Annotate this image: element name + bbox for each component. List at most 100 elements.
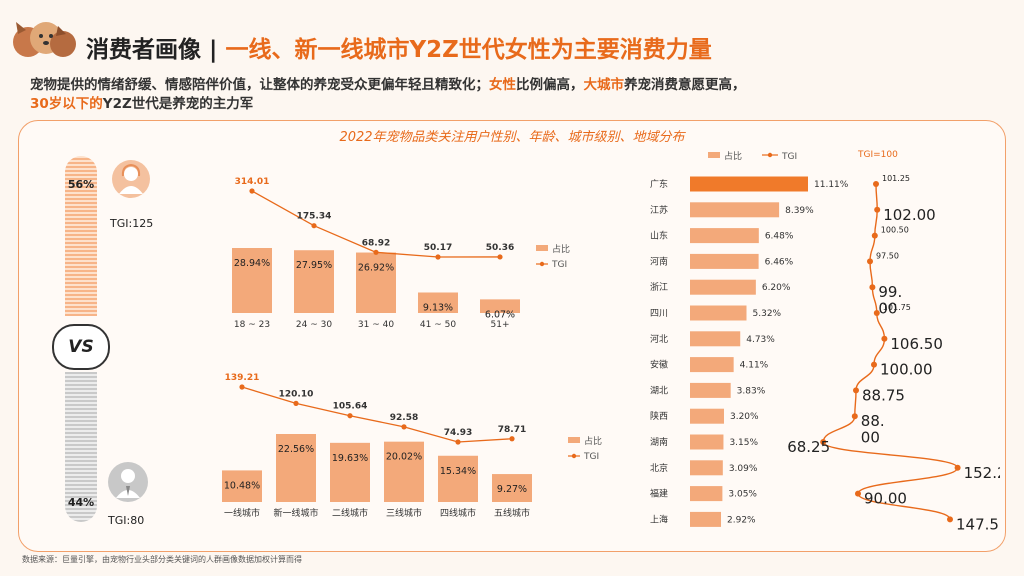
male-tgi: TGI:80	[108, 514, 145, 527]
region-chart: 占比 TGI TGI=100 广东 11.11% 江苏 8.39% 山东 6.48% 河南 6.46…	[650, 150, 1000, 530]
legend-marker-tgi	[767, 152, 773, 158]
male-icon	[108, 462, 148, 502]
tgi-point	[239, 384, 245, 390]
bar	[690, 176, 808, 192]
female-share-bar	[65, 156, 97, 316]
bar-value-label: 6.46%	[765, 257, 794, 267]
female-percentage: 56%	[67, 178, 95, 191]
bar-value-label: 3.83%	[737, 386, 766, 396]
title-accent: 一线、新一线城市Y2Z世代女性为主要消费力量	[225, 37, 712, 63]
bar-value-label: 5.32%	[753, 309, 782, 319]
region-label: 湖南	[650, 436, 668, 448]
legend-swatch-share	[536, 245, 548, 251]
bar	[222, 470, 262, 502]
bar-value-label: 9.13%	[423, 302, 453, 313]
bar	[690, 331, 741, 347]
category-label: 18 ~ 23	[234, 320, 270, 330]
tgi-point	[853, 387, 859, 394]
tgi-point	[435, 254, 441, 260]
reference-label: TGI=100	[857, 150, 898, 160]
bar	[276, 434, 316, 502]
bar	[418, 292, 458, 313]
footer-source: 数据来源：巨量引擎，由宠物行业头部分类关键词的人群画像数据加权计算而得	[22, 555, 302, 564]
category-label: 31 ~ 40	[358, 320, 394, 330]
title-prefix: 消费者画像 |	[86, 37, 218, 63]
legend-marker-tgi	[571, 453, 577, 459]
bar-value-label: 3.15%	[729, 438, 758, 448]
tgi-value-label: 78.71	[498, 425, 526, 435]
tgi-value-label: 68.92	[362, 238, 390, 248]
city-tier-chart: 10.48% 一线城市 22.56% 新一线城市 19.63% 二线城市 20.02% 三线城…	[222, 373, 602, 519]
tgi-point	[293, 400, 299, 406]
region-label: 陕西	[650, 410, 668, 422]
tgi-point	[954, 464, 961, 471]
tgi-point	[373, 249, 379, 255]
legend-label-tgi: TGI	[781, 152, 797, 162]
bar	[480, 299, 520, 313]
bar	[384, 441, 424, 502]
bar-value-label: 26.92%	[358, 263, 394, 274]
category-label: 41 ~ 50	[420, 320, 456, 330]
legend-label-share: 占比	[584, 435, 602, 447]
tgi-value-label: 50.36	[486, 243, 514, 253]
bar	[690, 486, 723, 502]
tgi-point	[873, 310, 880, 316]
tgi-value-label: 88.75	[862, 386, 905, 404]
bar-value-label: 11.11%	[814, 180, 849, 190]
tgi-value-label: 139.21	[225, 373, 260, 383]
female-icon	[112, 160, 150, 198]
age-chart: 28.94% 18 ~ 23 27.95% 24 ~ 30 26.92% 31 ~ 40 9…	[232, 177, 570, 330]
tgi-value-label: 101.25	[882, 174, 910, 183]
tgi-value-label: 88. 00	[861, 412, 885, 447]
category-label: 四线城市	[440, 507, 476, 519]
subtitle-part: 养宠消费意愿更高，	[624, 77, 746, 93]
tgi-point	[947, 516, 953, 523]
bar-value-label: 27.95%	[296, 260, 332, 271]
tgi-value-label: 102.00	[883, 206, 936, 224]
tgi-value-label: 106.50	[890, 335, 943, 353]
region-label: 山东	[650, 230, 668, 242]
tgi-value-label: 120.10	[279, 389, 314, 399]
tgi-point	[871, 361, 877, 368]
subtitle-part: 比例偏高，	[516, 77, 584, 93]
bar-value-label: 22.56%	[278, 444, 314, 455]
bar-value-label: 4.11%	[740, 361, 769, 371]
bar	[690, 228, 759, 244]
tgi-point	[311, 223, 317, 229]
tgi-point	[401, 424, 407, 430]
legend-label-share: 占比	[552, 243, 570, 255]
vs-badge: VS	[52, 324, 110, 370]
tgi-point	[497, 254, 503, 260]
bar-value-label: 6.48%	[765, 232, 794, 242]
bar-value-label: 15.34%	[440, 466, 476, 477]
legend-swatch-share	[708, 152, 720, 158]
tgi-value-label: 147.50	[956, 515, 1000, 530]
tgi-value-label: 99. 00	[878, 283, 902, 318]
legend-swatch-share	[568, 437, 580, 443]
region-label: 北京	[650, 462, 668, 474]
chart-title: 2022年宠物品类关注用户性别、年龄、城市级别、地域分布	[339, 130, 685, 145]
tgi-value-label: 314.01	[235, 177, 270, 187]
bar-value-label: 3.20%	[730, 412, 759, 422]
bar-value-label: 10.48%	[224, 480, 260, 491]
legend-label-tgi: TGI	[551, 260, 567, 270]
subtitle-part: 宠物提供的情绪舒缓、情感陪伴价值，让整体的养宠受众更偏年轻且精致化；	[30, 77, 489, 93]
tgi-point	[881, 335, 888, 342]
male-percentage: 44%	[67, 496, 95, 509]
region-label: 浙江	[650, 281, 668, 293]
tgi-line	[241, 386, 513, 443]
bar	[690, 202, 780, 218]
tgi-value-label: 101.75	[883, 303, 911, 312]
tgi-point	[249, 188, 255, 194]
tgi-value-label: 68.25	[787, 438, 830, 456]
subtitle-highlight: 女性	[489, 77, 516, 93]
bar-value-label: 8.39%	[785, 206, 814, 216]
region-label: 上海	[650, 513, 668, 525]
bar-value-label: 3.05%	[728, 490, 757, 500]
bar	[690, 279, 756, 295]
category-label: 二线城市	[332, 507, 368, 519]
category-label: 24 ~ 30	[296, 320, 332, 330]
tgi-point	[871, 232, 878, 239]
bar	[690, 408, 724, 424]
bar	[330, 442, 370, 502]
